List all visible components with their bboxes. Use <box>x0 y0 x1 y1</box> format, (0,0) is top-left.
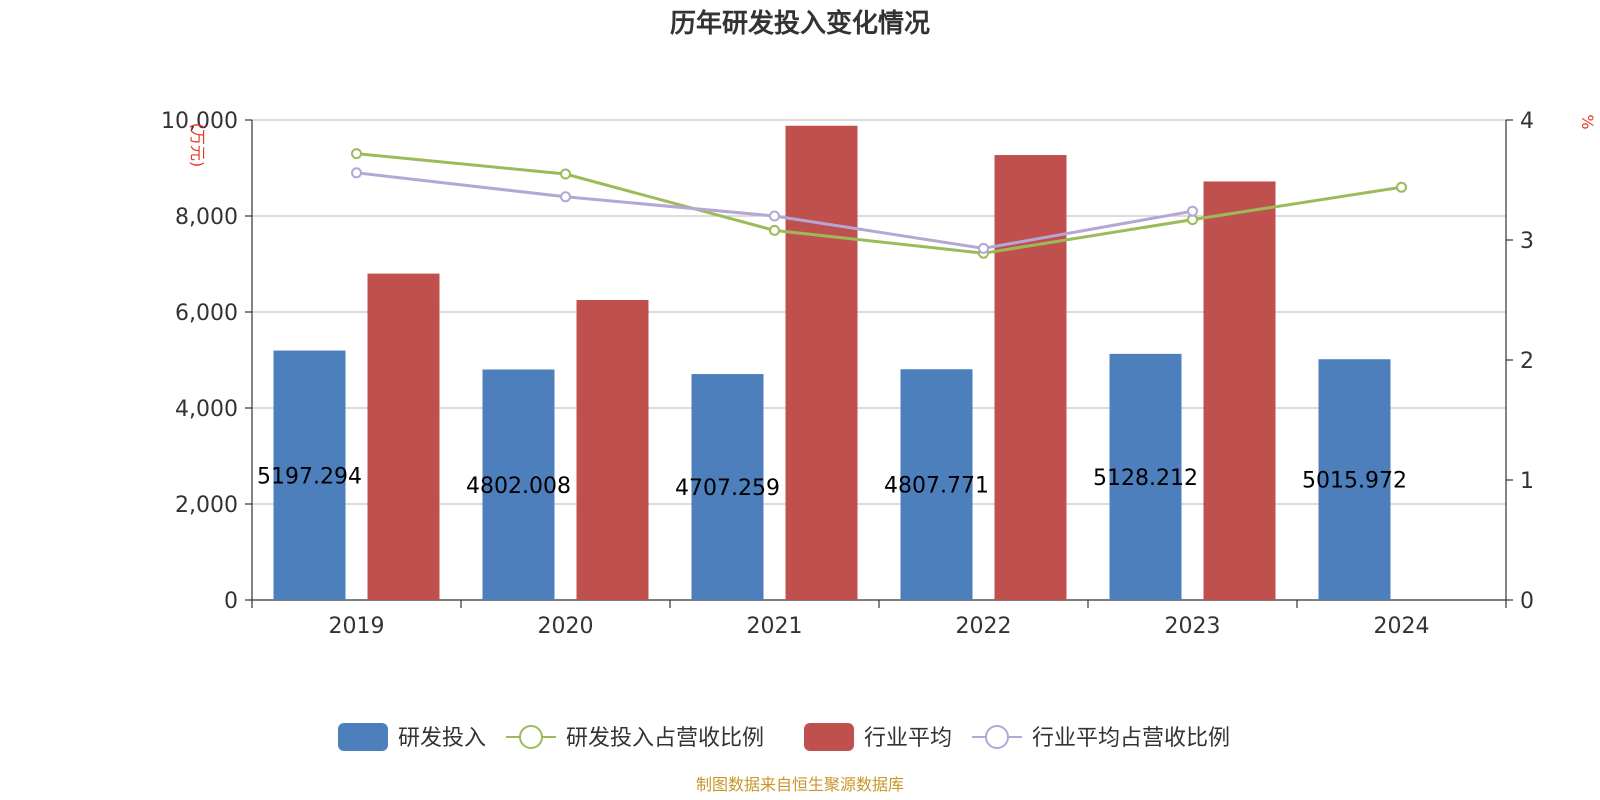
legend-item: 行业平均占营收比例 <box>972 725 1230 751</box>
line-point <box>1187 205 1198 217</box>
bar-rd-investment <box>691 374 764 600</box>
bar-data-label: 4807.771 <box>884 474 989 499</box>
y-left-tick-label: 6,000 <box>175 301 238 326</box>
line-point <box>351 148 362 160</box>
y-left-tick-label: 4,000 <box>175 397 238 422</box>
bar-data-label: 4802.008 <box>466 474 571 499</box>
bar-rd-investment <box>482 369 555 600</box>
x-tick-label: 2021 <box>747 614 803 639</box>
legend: 研发投入 研发投入占营收比例 行业平均 行业平均占营收比例 <box>338 723 1230 751</box>
lines <box>351 148 1407 259</box>
bar-rd-investment <box>273 350 346 600</box>
bar-rd-investment <box>1109 353 1182 600</box>
legend-label: 行业平均占营收比例 <box>1032 726 1230 751</box>
bar-data-label: 5197.294 <box>257 464 362 489</box>
line-rd-ratio <box>356 152 1402 255</box>
y-left-tick-label: 10,000 <box>161 109 238 134</box>
legend-item: 研发投入占营收比例 <box>506 725 764 751</box>
y-right-tick-label: 4 <box>1520 109 1534 134</box>
bar-industry-average <box>367 273 440 600</box>
bar-rd-investment <box>900 369 973 600</box>
bar-rd-investment <box>1318 359 1391 600</box>
chart-title: 历年研发投入变化情况 <box>670 8 930 39</box>
source-note: 制图数据来自恒生聚源数据库 <box>696 775 904 794</box>
x-tick-label: 2023 <box>1165 614 1221 639</box>
legend-swatch <box>338 723 388 751</box>
legend-item: 研发投入 <box>338 723 486 751</box>
legend-marker <box>519 725 543 749</box>
bar-data-label: 5128.212 <box>1093 466 1198 491</box>
y-left-tick-label: 2,000 <box>175 493 238 518</box>
bar-industry-average <box>785 125 858 600</box>
legend-marker <box>985 725 1009 749</box>
y-left-tick-label: 0 <box>224 589 238 614</box>
y-right-tick-label: 0 <box>1520 589 1534 614</box>
y-left-unit: (万元) <box>188 123 207 168</box>
legend-label: 行业平均 <box>864 726 952 751</box>
line-point <box>769 210 780 222</box>
legend-label: 研发投入 <box>398 726 486 751</box>
line-point <box>769 224 780 236</box>
x-tick-label: 2022 <box>956 614 1012 639</box>
y-left-tick-label: 8,000 <box>175 205 238 230</box>
y-right-unit: % <box>1578 114 1597 129</box>
bar-industry-average <box>1203 181 1276 600</box>
x-tick-label: 2019 <box>329 614 385 639</box>
line-point <box>978 242 989 254</box>
y-right-tick-label: 3 <box>1520 229 1534 254</box>
data-labels: 5197.294 4802.008 4707.259 4807.771 5128.212… <box>257 464 1407 501</box>
legend-swatch <box>804 723 854 751</box>
bar-industry-average <box>994 155 1067 601</box>
x-tick-label: 2020 <box>538 614 594 639</box>
y-right-tick-label: 1 <box>1520 469 1534 494</box>
bar-industry-average <box>576 300 649 600</box>
legend-label: 研发投入占营收比例 <box>566 726 764 751</box>
legend-item: 行业平均 <box>804 723 952 751</box>
line-point <box>1396 181 1407 193</box>
line-point <box>351 167 362 179</box>
bar-data-label: 4707.259 <box>675 476 780 501</box>
y-right-tick-label: 2 <box>1520 349 1534 374</box>
bars <box>273 125 1391 601</box>
line-point <box>560 168 571 180</box>
line-point <box>560 191 571 203</box>
axes: 0 2,000 4,000 6,000 8,000 10,000 0 1 2 3 4 (万元)% 201… <box>161 109 1597 639</box>
bar-data-label: 5015.972 <box>1302 469 1407 494</box>
grid-lines <box>252 119 1506 505</box>
x-tick-label: 2024 <box>1374 614 1430 639</box>
